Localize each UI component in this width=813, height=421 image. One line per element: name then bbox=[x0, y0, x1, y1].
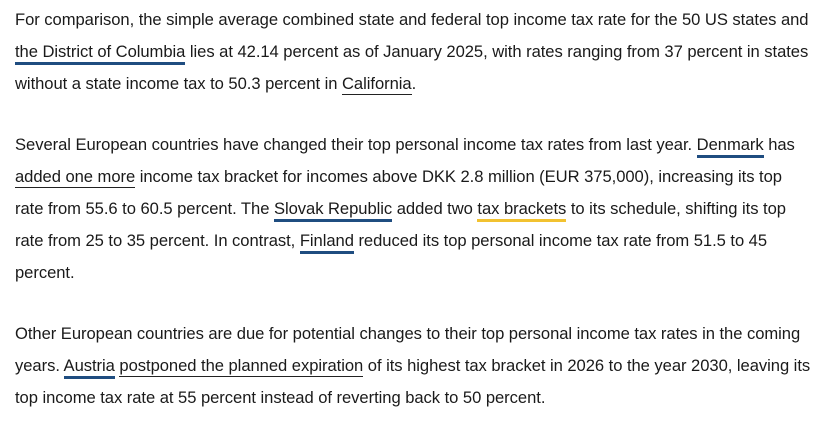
text-segment: added two bbox=[392, 199, 478, 218]
link-postponed-planned-expiration[interactable]: postponed the planned expiration bbox=[119, 356, 364, 377]
link-district-of-columbia[interactable]: the District of Columbia bbox=[15, 42, 185, 65]
text-segment: to its schedule, shifting its top rate f… bbox=[15, 199, 786, 250]
paragraph-future-changes: Other European countries are due for pot… bbox=[15, 318, 813, 414]
paragraph-comparison: For comparison, the simple average combi… bbox=[15, 4, 813, 100]
text-segment: of its highest tax bracket in 2026 to th… bbox=[15, 356, 811, 407]
link-finland[interactable]: Finland bbox=[299, 231, 354, 254]
link-denmark[interactable]: Denmark bbox=[696, 135, 764, 158]
text-segment: reduced its top personal income tax rate… bbox=[15, 231, 768, 282]
text-segment: Several European countries have changed … bbox=[15, 135, 697, 154]
text-segment: For comparison, the simple average combi… bbox=[15, 10, 809, 29]
link-added-one-more[interactable]: added one more bbox=[15, 167, 136, 188]
text-segment: lies at 42.14 percent as of January 2025… bbox=[15, 42, 809, 93]
link-slovak-republic[interactable]: Slovak Republic bbox=[273, 199, 392, 222]
text-segment: . bbox=[411, 74, 417, 93]
text-segment: has bbox=[763, 135, 795, 154]
link-california[interactable]: California bbox=[342, 74, 412, 95]
article-body: For comparison, the simple average combi… bbox=[15, 4, 813, 414]
link-tax-brackets[interactable]: tax brackets bbox=[477, 199, 566, 222]
link-austria[interactable]: Austria bbox=[63, 356, 115, 379]
paragraph-european-changes: Several European countries have changed … bbox=[15, 129, 813, 289]
text-segment: income tax bracket for incomes above DKK… bbox=[15, 167, 782, 218]
text-segment: Other European countries are due for pot… bbox=[15, 324, 801, 375]
